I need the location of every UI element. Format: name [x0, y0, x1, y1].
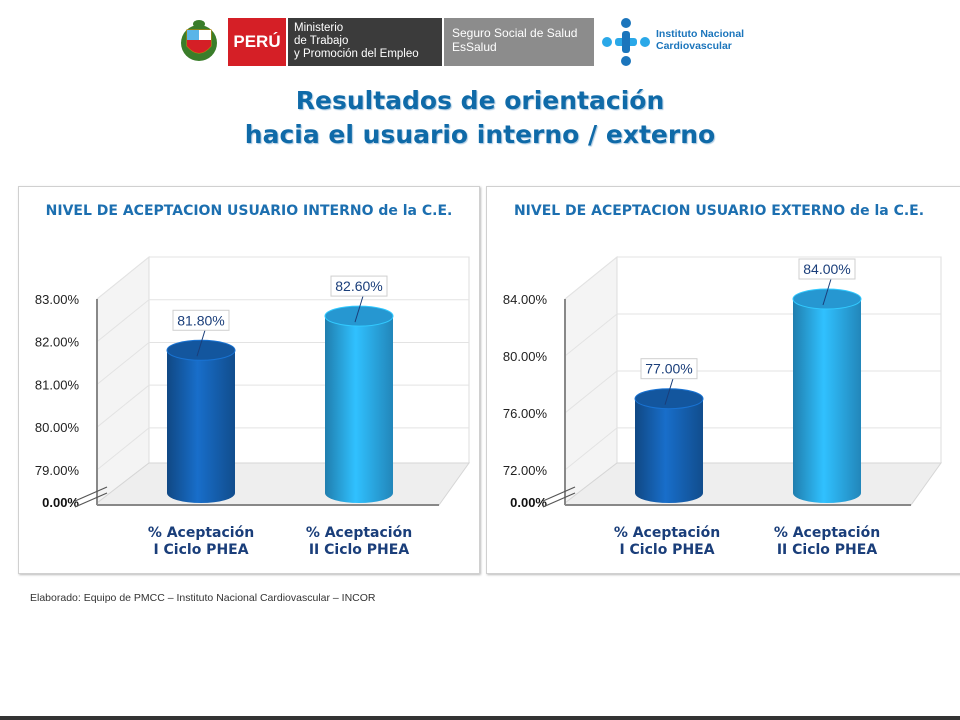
essalud-line1: Seguro Social de Salud: [452, 26, 578, 40]
category-label: I Ciclo PHEA: [153, 542, 248, 558]
axis-break-mark: [74, 486, 108, 502]
page-title-line1: Resultados de orientación: [295, 86, 665, 115]
chart-panel-external: 72.00% 76.00% 80.00% 84.00% 0.00% NIVEL DE AC…: [486, 186, 960, 574]
axis-break-mark: [542, 492, 576, 508]
ministry-logo: Ministerio de Trabajo y Promoción del Em…: [288, 18, 442, 66]
y-base-label: 0.00%: [42, 495, 79, 510]
header-logos: PERÚ Ministerio de Trabajo y Promoción d…: [176, 14, 756, 70]
category-label: % Aceptación: [774, 525, 880, 541]
ministry-line3: y Promoción del Empleo: [294, 48, 419, 60]
axis-break-mark: [542, 486, 576, 502]
y-base-label: 0.00%: [510, 495, 547, 510]
ministry-line1: Ministerio: [294, 22, 344, 34]
category-label: I Ciclo PHEA: [619, 542, 714, 558]
data-label-box: [798, 258, 856, 280]
incor-logo-icon: [602, 18, 650, 66]
gridline: [96, 256, 469, 300]
category-label: II Ciclo PHEA: [309, 542, 409, 558]
incor-line1: Instituto Nacional: [656, 28, 745, 40]
category-label: % Aceptación: [148, 525, 254, 541]
data-label-box: [172, 309, 230, 331]
floor: [96, 462, 470, 506]
bar: [167, 350, 235, 503]
y-tick-label: 80.00%: [35, 420, 80, 435]
data-label-leader: [664, 378, 674, 405]
credit-note: Elaborado: Equipo de PMCC – Instituto Na…: [30, 592, 376, 604]
bar: [793, 299, 861, 503]
incor-name: Instituto Nacional Cardiovascular: [656, 28, 744, 52]
y-tick-label: 72.00%: [503, 463, 548, 478]
essalud-logo: Seguro Social de Salud EsSalud: [444, 18, 594, 66]
y-tick-label: 82.00%: [35, 335, 80, 350]
ministry-line2: de Trabajo: [294, 35, 349, 47]
chart-internal: 79.00% 80.00% 81.00% 82.00% 83.00% 0.00% NIVEL…: [35, 203, 470, 558]
chart-title: NIVEL DE ACEPTACION USUARIO EXTERNO de l…: [514, 203, 924, 219]
side-wall: [96, 255, 150, 505]
y-tick-label: 83.00%: [35, 292, 80, 307]
data-label-box: [640, 358, 698, 380]
data-label: 81.80%: [177, 312, 224, 328]
bar-top: [634, 388, 704, 410]
y-tick-label: 76.00%: [503, 406, 548, 421]
data-label-box: [330, 275, 388, 297]
data-label-leader: [822, 278, 832, 306]
axis-break-mark: [74, 492, 108, 508]
peru-coat-of-arms-icon: [181, 20, 217, 61]
chart-panel-internal: 79.00% 80.00% 81.00% 82.00% 83.00% 0.00% NIVEL…: [18, 186, 480, 574]
y-tick-label: 79.00%: [35, 463, 80, 478]
chart-title: NIVEL DE ACEPTACION USUARIO INTERNO de l…: [46, 203, 453, 219]
bar-top: [792, 288, 862, 310]
data-label: 84.00%: [803, 261, 850, 277]
y-tick-label: 84.00%: [503, 292, 548, 307]
bottom-divider: [0, 716, 960, 720]
category-label: % Aceptación: [306, 525, 412, 541]
y-tick-label: 81.00%: [35, 377, 80, 392]
category-label: II Ciclo PHEA: [777, 542, 877, 558]
bar: [635, 398, 703, 503]
incor-line2: Cardiovascular: [656, 40, 732, 52]
bar: [325, 316, 393, 503]
peru-logo: PERÚ: [228, 18, 286, 66]
side-wall: [564, 255, 618, 505]
data-label-leader: [354, 295, 364, 323]
category-label: % Aceptación: [614, 525, 720, 541]
y-tick-label: 80.00%: [503, 349, 548, 364]
essalud-line2: EsSalud: [452, 40, 497, 54]
data-label-leader: [196, 330, 206, 357]
bar-top: [324, 305, 394, 327]
page-title-line2: hacia el usuario interno / externo: [244, 120, 716, 149]
data-label: 77.00%: [645, 361, 692, 377]
floor: [564, 462, 942, 506]
gridline: [564, 256, 941, 300]
data-label: 82.60%: [335, 278, 382, 294]
bar-top: [166, 339, 236, 361]
chart-external: 72.00% 76.00% 80.00% 84.00% 0.00% NIVEL DE AC…: [503, 203, 942, 558]
